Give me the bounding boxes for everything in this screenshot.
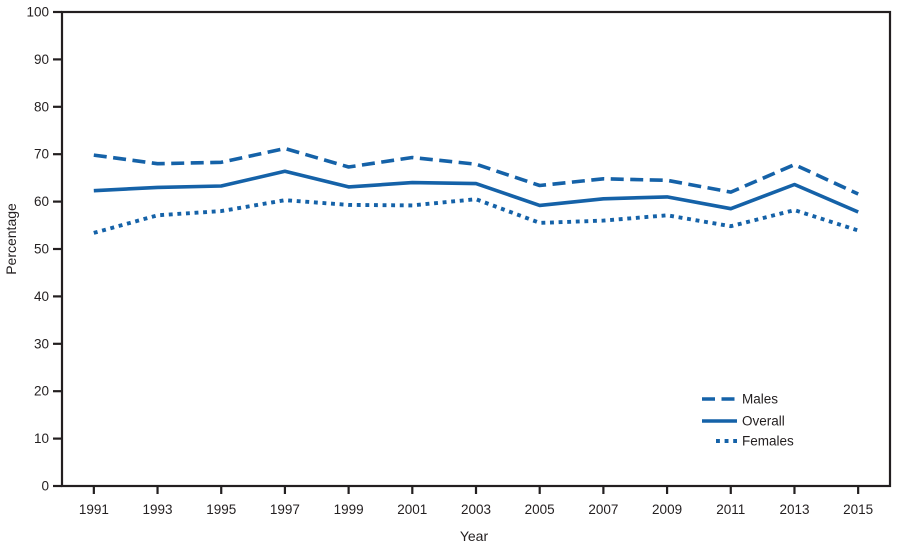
y-tick-label: 30	[34, 336, 49, 351]
legend-females-label: Females	[742, 434, 794, 449]
overall-line	[93, 169, 859, 214]
x-tick-label: 1995	[206, 502, 236, 517]
y-tick-label: 70	[34, 147, 49, 162]
y-tick-label: 20	[34, 384, 49, 399]
legend: Males Overall Females	[702, 392, 794, 449]
plot-border	[60, 10, 892, 488]
x-tick-label: 2003	[461, 502, 491, 517]
x-axis-ticks: 1991 1993 1995 1997 1999 2001 2003 2005 2007 2009…	[79, 486, 873, 517]
females-line	[93, 197, 859, 235]
y-tick-label: 50	[34, 242, 49, 257]
x-tick-label: 2005	[525, 502, 555, 517]
x-tick-label: 2009	[652, 502, 682, 517]
y-tick-label: 0	[41, 479, 49, 494]
x-tick-label: 2013	[779, 502, 809, 517]
x-tick-label: 2007	[588, 502, 618, 517]
y-tick-label: 10	[34, 431, 49, 446]
y-tick-label: 60	[34, 194, 49, 209]
males-line	[93, 146, 859, 196]
y-tick-label: 80	[34, 99, 49, 114]
x-axis-title: Year	[460, 528, 489, 544]
legend-overall-label: Overall	[742, 414, 785, 429]
y-axis-ticks: 0 10 20 30 40 50 60 70 80 90 100	[26, 5, 62, 494]
x-tick-label: 1993	[143, 502, 173, 517]
x-tick-label: 1999	[334, 502, 364, 517]
y-axis-title: Percentage	[3, 203, 19, 275]
x-tick-label: 2015	[843, 502, 873, 517]
x-tick-label: 1997	[270, 502, 300, 517]
y-tick-label: 40	[34, 289, 49, 304]
y-tick-label: 100	[26, 5, 49, 20]
x-tick-label: 2001	[397, 502, 427, 517]
data-series	[93, 146, 859, 235]
legend-males-label: Males	[742, 392, 778, 407]
y-tick-label: 90	[34, 52, 49, 67]
x-tick-label: 1991	[79, 502, 109, 517]
x-tick-label: 2011	[716, 502, 745, 517]
